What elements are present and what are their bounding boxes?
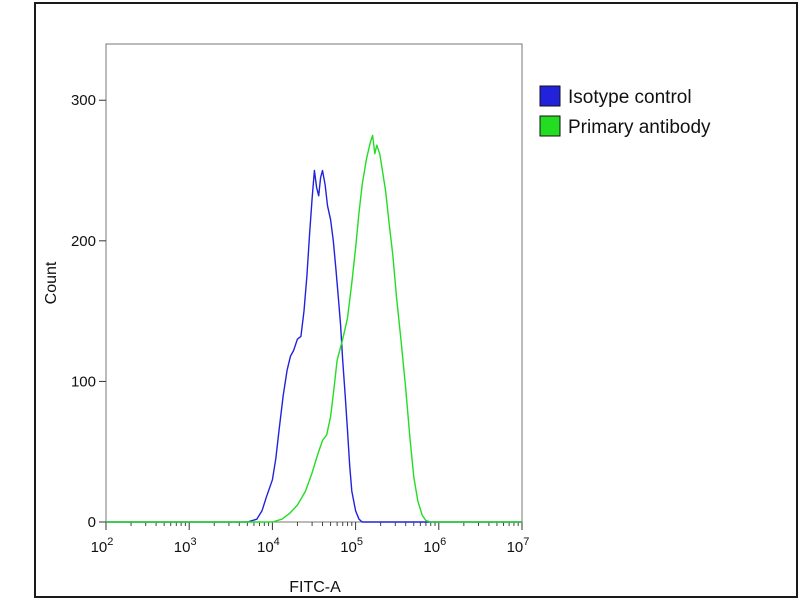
x-tick-exponent: 2 <box>107 536 113 548</box>
y-axis-label: Count <box>43 261 60 304</box>
x-tick-label: 107 <box>507 536 530 556</box>
x-tick-exponent: 6 <box>440 536 446 548</box>
x-tick-exponent: 5 <box>357 536 363 548</box>
legend-label: Primary antibody <box>568 117 711 138</box>
legend: Isotype control Primary antibody <box>539 85 711 138</box>
legend-swatch <box>539 115 561 137</box>
y-tick-label: 0 <box>88 514 96 531</box>
x-tick-label: 106 <box>423 536 446 556</box>
series-line-1 <box>106 134 522 523</box>
x-tick-base: 10 <box>423 539 440 556</box>
y-tick-label: 100 <box>71 373 96 390</box>
x-tick-label: 103 <box>174 536 197 556</box>
y-tick-label: 200 <box>71 233 96 250</box>
x-tick-label: 102 <box>91 536 114 556</box>
figure-frame: 0 100 200 300 102 103 104 105 106 107 Count FITC… <box>34 2 798 598</box>
x-tick-exponent: 3 <box>190 536 196 548</box>
y-tick-label: 300 <box>71 92 96 109</box>
x-tick-label: 104 <box>257 536 280 556</box>
x-tick-exponent: 4 <box>274 536 280 548</box>
x-tick-base: 10 <box>257 539 274 556</box>
x-axis: 102 103 104 105 106 107 <box>91 522 530 556</box>
legend-label: Isotype control <box>568 87 692 108</box>
plot-area <box>105 43 523 523</box>
x-tick-base: 10 <box>340 539 357 556</box>
x-tick-label: 105 <box>340 536 363 556</box>
x-axis-label: FITC-A <box>289 579 341 596</box>
series-layer <box>106 134 522 523</box>
x-tick-base: 10 <box>174 539 191 556</box>
series-line-0 <box>106 169 522 523</box>
x-tick-base: 10 <box>507 539 524 556</box>
y-axis: 0 100 200 300 <box>71 92 106 531</box>
legend-swatch <box>539 85 561 107</box>
x-tick-exponent: 7 <box>523 536 529 548</box>
x-tick-base: 10 <box>91 539 108 556</box>
